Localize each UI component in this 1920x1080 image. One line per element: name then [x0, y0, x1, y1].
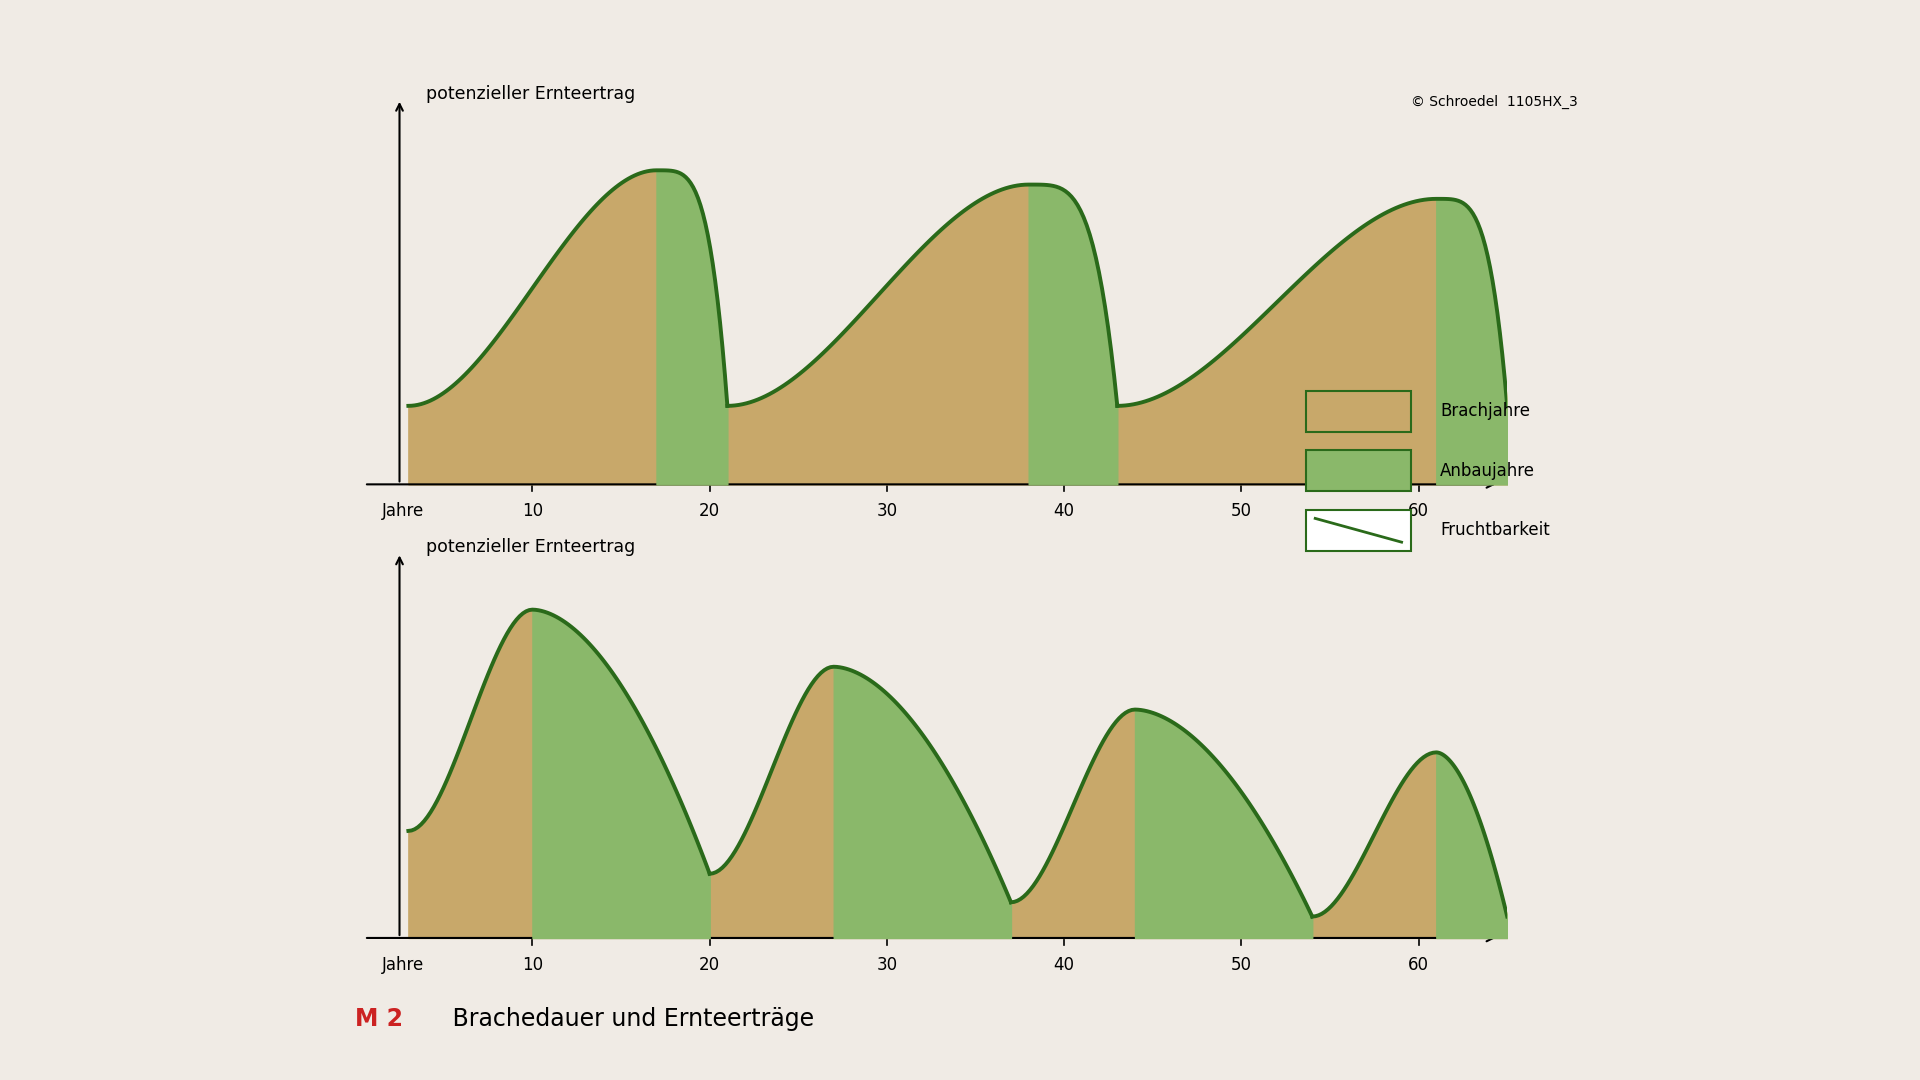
Text: 50: 50: [1231, 502, 1252, 521]
Text: 10: 10: [522, 956, 543, 974]
Text: Fruchtbarkeit: Fruchtbarkeit: [1440, 522, 1549, 539]
Text: M 2: M 2: [355, 1007, 403, 1030]
Text: 40: 40: [1054, 502, 1075, 521]
Text: 60: 60: [1407, 956, 1428, 974]
Text: Brachjahre: Brachjahre: [1440, 403, 1530, 420]
Text: © Schroedel  1105HX_3: © Schroedel 1105HX_3: [1411, 95, 1578, 109]
Text: 20: 20: [699, 956, 720, 974]
Text: Brachedauer und Ernteerträge: Brachedauer und Ernteerträge: [445, 1007, 814, 1030]
Text: 20: 20: [699, 502, 720, 521]
Text: potenzieller Ernteertrag: potenzieller Ernteertrag: [426, 538, 636, 556]
Text: 40: 40: [1054, 956, 1075, 974]
Text: Anbaujahre: Anbaujahre: [1440, 462, 1534, 480]
Text: 10: 10: [522, 502, 543, 521]
Text: 50: 50: [1231, 956, 1252, 974]
Text: 30: 30: [876, 956, 897, 974]
Text: 60: 60: [1407, 502, 1428, 521]
Text: Jahre: Jahre: [382, 956, 424, 974]
Text: 30: 30: [876, 502, 897, 521]
Text: potenzieller Ernteertrag: potenzieller Ernteertrag: [426, 84, 636, 103]
Text: Jahre: Jahre: [382, 502, 424, 521]
